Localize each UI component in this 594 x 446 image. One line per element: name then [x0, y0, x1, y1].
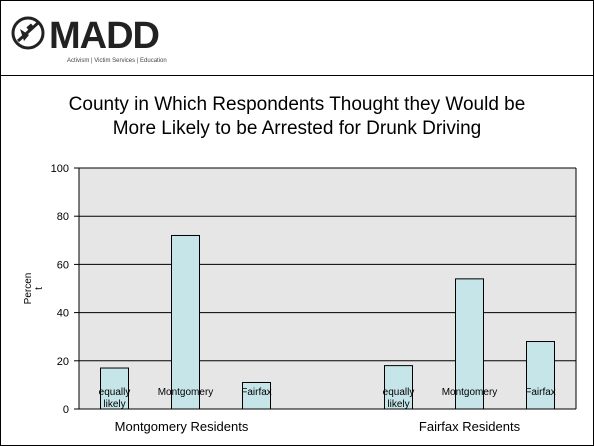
header-divider	[1, 75, 593, 76]
madd-logo: MADD Activism | Victim Services | Educat…	[11, 15, 167, 64]
y-tick-label: 0	[63, 404, 69, 416]
bar-category-label: Fairfax	[525, 387, 556, 398]
bar-category-label: Montgomery	[442, 387, 498, 398]
chart-title: County in Which Respondents Thought they…	[1, 93, 593, 141]
madd-emblem-icon	[11, 16, 45, 50]
bar	[526, 341, 555, 410]
y-axis-label: Percent	[23, 273, 45, 305]
y-tick-label: 40	[57, 308, 69, 320]
y-tick-label: 60	[57, 259, 69, 271]
bar-category-label: equally likely	[99, 387, 131, 410]
chart-title-line-2: More Likely to be Arrested for Drunk Dri…	[112, 118, 482, 139]
group-label: Montgomery Residents	[115, 419, 249, 434]
y-tick-label: 100	[51, 163, 69, 175]
bar	[242, 381, 271, 410]
group-label: Fairfax Residents	[419, 419, 521, 434]
bar	[100, 367, 129, 410]
bar-category-label: Montgomery	[158, 387, 214, 398]
logo-wordmark: MADD	[49, 15, 159, 57]
bar-category-label: Fairfax	[241, 387, 272, 398]
bar	[171, 234, 200, 410]
plot-area	[79, 168, 576, 409]
logo-tagline: Activism | Victim Services | Education	[67, 58, 167, 64]
logo: MADD Activism | Victim Services | Educat…	[1, 1, 593, 73]
chart-title-line-1: County in Which Respondents Thought they…	[68, 94, 526, 115]
bar-category-label: equally likely	[383, 387, 415, 410]
bar	[384, 365, 413, 410]
y-tick-label: 20	[57, 356, 69, 368]
bar	[455, 278, 484, 410]
y-tick-label: 80	[57, 211, 69, 223]
